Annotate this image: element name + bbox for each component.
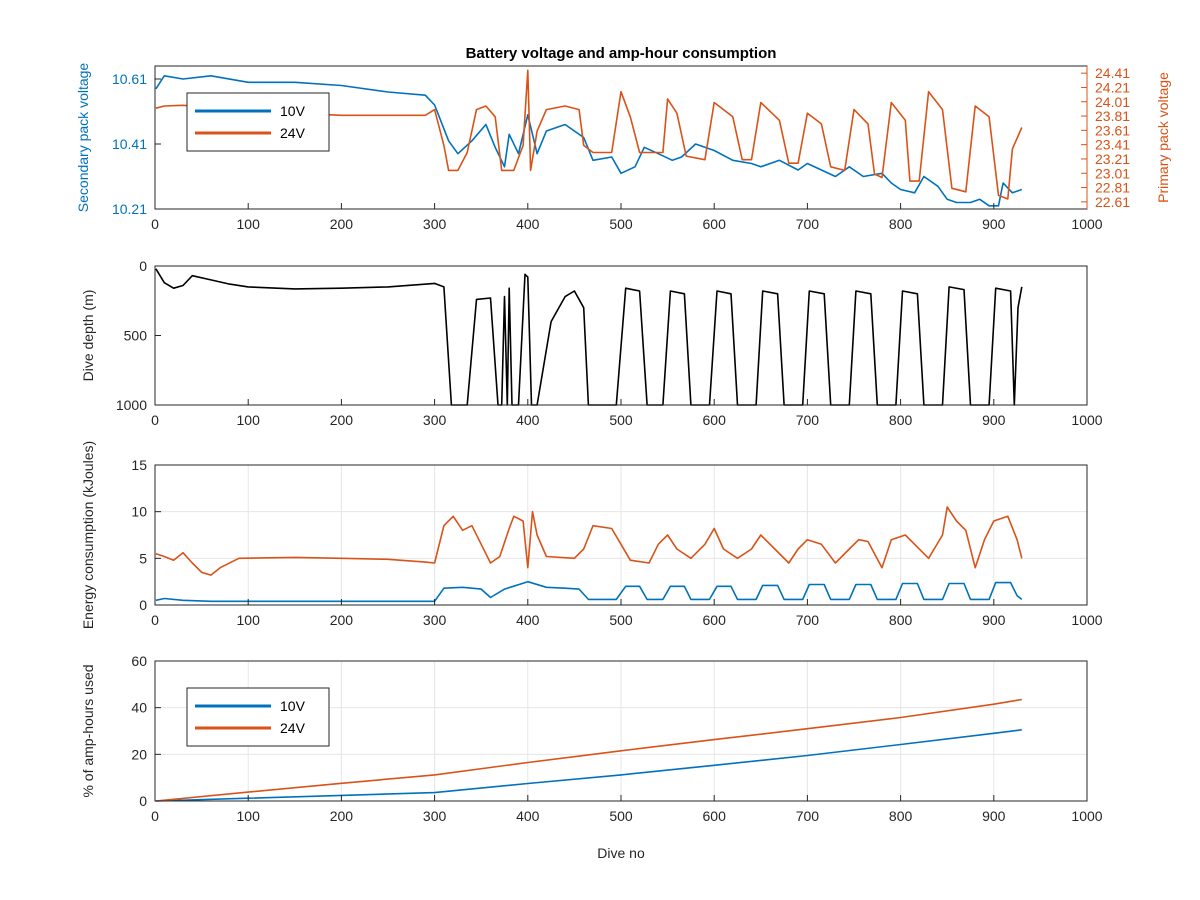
legend-label-10v: 10V: [280, 698, 306, 714]
y-tick-label: 1000: [116, 397, 147, 413]
subplots: 0 100 200 300 400 500 600 700 800 900 100010.2110.…: [75, 63, 1171, 824]
series-line-24v: [155, 698, 1022, 802]
x-tick-label: 200: [330, 808, 354, 824]
right-y-tick-label: 23.21: [1095, 151, 1130, 167]
x-tick-label: 800: [889, 612, 913, 628]
x-tick-label: 1000: [1071, 412, 1102, 428]
subplot-3: 0 100 200 300 400 500 600 700 800 900 1000 0 5 10 15 En…: [80, 441, 1103, 629]
x-tick-label: 1000: [1071, 216, 1102, 232]
x-tick-label: 900: [982, 808, 1006, 824]
x-tick-label: 800: [889, 412, 913, 428]
plot-area: [155, 266, 1087, 405]
right-y-tick-label: 23.61: [1095, 122, 1130, 138]
x-tick-label: 200: [330, 412, 354, 428]
y-tick-label: 0: [139, 793, 147, 809]
subplot-1: 0 100 200 300 400 500 600 700 800 900 1000 10.21 10.…: [75, 63, 1171, 232]
legend-label-10v: 10V: [280, 103, 306, 119]
x-tick-label: 500: [609, 612, 633, 628]
y-tick-label: 0: [139, 258, 147, 274]
x-tick-label: 600: [703, 216, 727, 232]
y-tick-label: 40: [131, 700, 147, 716]
y-tick-label: 10.21: [112, 201, 147, 217]
x-tick-label: 800: [889, 808, 913, 824]
y-axis-label: Dive depth (m): [80, 290, 96, 382]
series-line-series-1: [155, 268, 1023, 406]
right-y-tick-label: 23.41: [1095, 137, 1130, 153]
x-tick-label: 400: [516, 412, 540, 428]
series-line-24v: [155, 69, 1023, 200]
series-line-10v: [155, 75, 1023, 207]
x-tick-label: 300: [423, 612, 447, 628]
x-tick-label: 700: [796, 412, 820, 428]
right-y-axis-label: Primary pack voltage: [1155, 72, 1171, 203]
x-tick-label: 800: [889, 216, 913, 232]
right-y-tick-label: 23.81: [1095, 108, 1130, 124]
legend-box: [186, 92, 330, 152]
x-tick-label: 200: [330, 216, 354, 232]
x-tick-label: 0: [151, 612, 159, 628]
right-y-tick-label: 23.01: [1095, 165, 1130, 181]
x-axis-label: Dive no: [597, 845, 645, 861]
y-tick-label: 60: [131, 653, 147, 669]
x-tick-label: 500: [609, 412, 633, 428]
y-tick-label: 10.61: [112, 71, 147, 87]
y-tick-label: 500: [124, 328, 148, 344]
legend-label-24v: 24V: [280, 125, 306, 141]
x-tick-label: 100: [237, 216, 261, 232]
x-tick-label: 700: [796, 808, 820, 824]
x-tick-label: 300: [423, 808, 447, 824]
subplot-4: 0 100 200 300 400 500 600 700 800 900 1000 0 20 40 60%…: [80, 653, 1103, 824]
series-line-series-2: [155, 580, 1023, 603]
figure-title: Battery voltage and amp-hour consumption: [466, 45, 777, 62]
x-tick-label: 300: [423, 216, 447, 232]
x-tick-label: 400: [516, 216, 540, 232]
x-tick-label: 400: [516, 612, 540, 628]
x-tick-label: 700: [796, 612, 820, 628]
x-tick-label: 200: [330, 612, 354, 628]
legend-label-24v: 24V: [280, 720, 306, 736]
right-y-tick-label: 24.41: [1095, 65, 1130, 81]
series-line-series-1: [155, 506, 1023, 576]
x-tick-label: 600: [703, 412, 727, 428]
x-tick-label: 700: [796, 216, 820, 232]
x-tick-label: 0: [151, 808, 159, 824]
x-tick-label: 100: [237, 612, 261, 628]
y-tick-label: 0: [139, 597, 147, 613]
x-tick-label: 900: [982, 216, 1006, 232]
x-tick-label: 400: [516, 808, 540, 824]
series-line-10v: [155, 729, 1022, 802]
y-tick-label: 15: [131, 457, 147, 473]
x-tick-label: 0: [151, 216, 159, 232]
right-y-tick-label: 22.81: [1095, 180, 1130, 196]
x-tick-label: 500: [609, 216, 633, 232]
y-axis-label: Secondary pack voltage: [75, 63, 91, 213]
x-tick-label: 900: [982, 612, 1006, 628]
x-tick-label: 100: [237, 808, 261, 824]
x-tick-label: 300: [423, 412, 447, 428]
subplot-2: 0 100 200 300 400 500 600 700 800 900 100005001000…: [80, 258, 1103, 428]
legend-box: [186, 687, 330, 747]
x-tick-label: 900: [982, 412, 1006, 428]
y-axis-label: % of amp-hours used: [80, 664, 96, 797]
x-tick-label: 0: [151, 412, 159, 428]
x-tick-label: 100: [237, 412, 261, 428]
y-tick-label: 5: [139, 550, 147, 566]
x-tick-label: 600: [703, 612, 727, 628]
x-tick-label: 600: [703, 808, 727, 824]
y-tick-label: 20: [131, 746, 147, 762]
y-tick-label: 10: [131, 504, 147, 520]
right-y-tick-label: 22.61: [1095, 194, 1130, 210]
x-tick-label: 1000: [1071, 612, 1102, 628]
y-axis-label: Energy consumption (kJoules): [80, 441, 96, 629]
y-tick-label: 10.41: [112, 136, 147, 152]
x-tick-label: 500: [609, 808, 633, 824]
right-y-tick-label: 24.01: [1095, 94, 1130, 110]
x-tick-label: 1000: [1071, 808, 1102, 824]
right-y-tick-label: 24.21: [1095, 79, 1130, 95]
